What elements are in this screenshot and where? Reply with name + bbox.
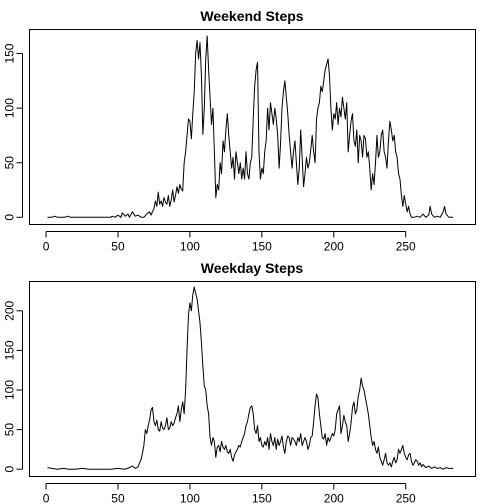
weekday-x-axis: 0 50 100 150 200 250 xyxy=(43,483,416,504)
weekday-x-tick-label: 200 xyxy=(324,492,344,504)
weekend-y-tick-label: 100 xyxy=(3,98,17,118)
weekday-y-tick-label: 200 xyxy=(3,300,17,320)
weekday-y-tick-label: 0 xyxy=(3,466,17,473)
weekday-x-tick-label: 250 xyxy=(396,492,416,504)
weekend-x-axis: 0 50 100 150 200 250 xyxy=(43,231,416,254)
weekday-y-axis: 0 50 100 150 200 xyxy=(3,300,23,473)
weekend-x-tick-label: 0 xyxy=(43,240,50,254)
weekend-steps-title: Weekend Steps xyxy=(200,8,303,24)
weekday-x-tick-label: 50 xyxy=(111,492,125,504)
weekday-series xyxy=(47,286,454,470)
weekday-plot-box xyxy=(29,281,476,477)
weekday-x-tick-label: 0 xyxy=(43,492,50,504)
weekend-y-tick-label: 50 xyxy=(3,156,17,170)
weekday-y-tick-label: 100 xyxy=(3,380,17,400)
weekday-x-tick-label: 150 xyxy=(252,492,272,504)
weekend-x-tick-label: 100 xyxy=(180,240,200,254)
weekend-series xyxy=(47,35,454,218)
weekday-steps-title: Weekday Steps xyxy=(201,260,304,276)
weekend-plot-box xyxy=(29,29,476,225)
weekday-x-tick-label: 100 xyxy=(180,492,200,504)
weekend-steps-panel: Weekend Steps 0 50 100 150 200 250 0 50 100 150 xyxy=(2,8,476,254)
weekend-y-tick-label: 150 xyxy=(3,43,17,63)
weekday-steps-panel: Weekday Steps 0 50 100 150 200 250 0 50 100 150 2… xyxy=(3,260,476,504)
weekend-x-tick-label: 200 xyxy=(324,240,344,254)
weekend-x-tick-label: 250 xyxy=(396,240,416,254)
weekend-steps-line xyxy=(47,35,454,218)
weekend-y-axis: 0 50 100 150 xyxy=(2,43,23,221)
weekday-y-tick-label: 150 xyxy=(3,340,17,360)
weekday-y-tick-label: 50 xyxy=(3,423,17,437)
weekend-y-tick-label: 0 xyxy=(2,214,16,221)
weekday-steps-line xyxy=(47,286,454,470)
weekend-x-tick-label: 50 xyxy=(111,240,125,254)
weekend-x-tick-label: 150 xyxy=(252,240,272,254)
